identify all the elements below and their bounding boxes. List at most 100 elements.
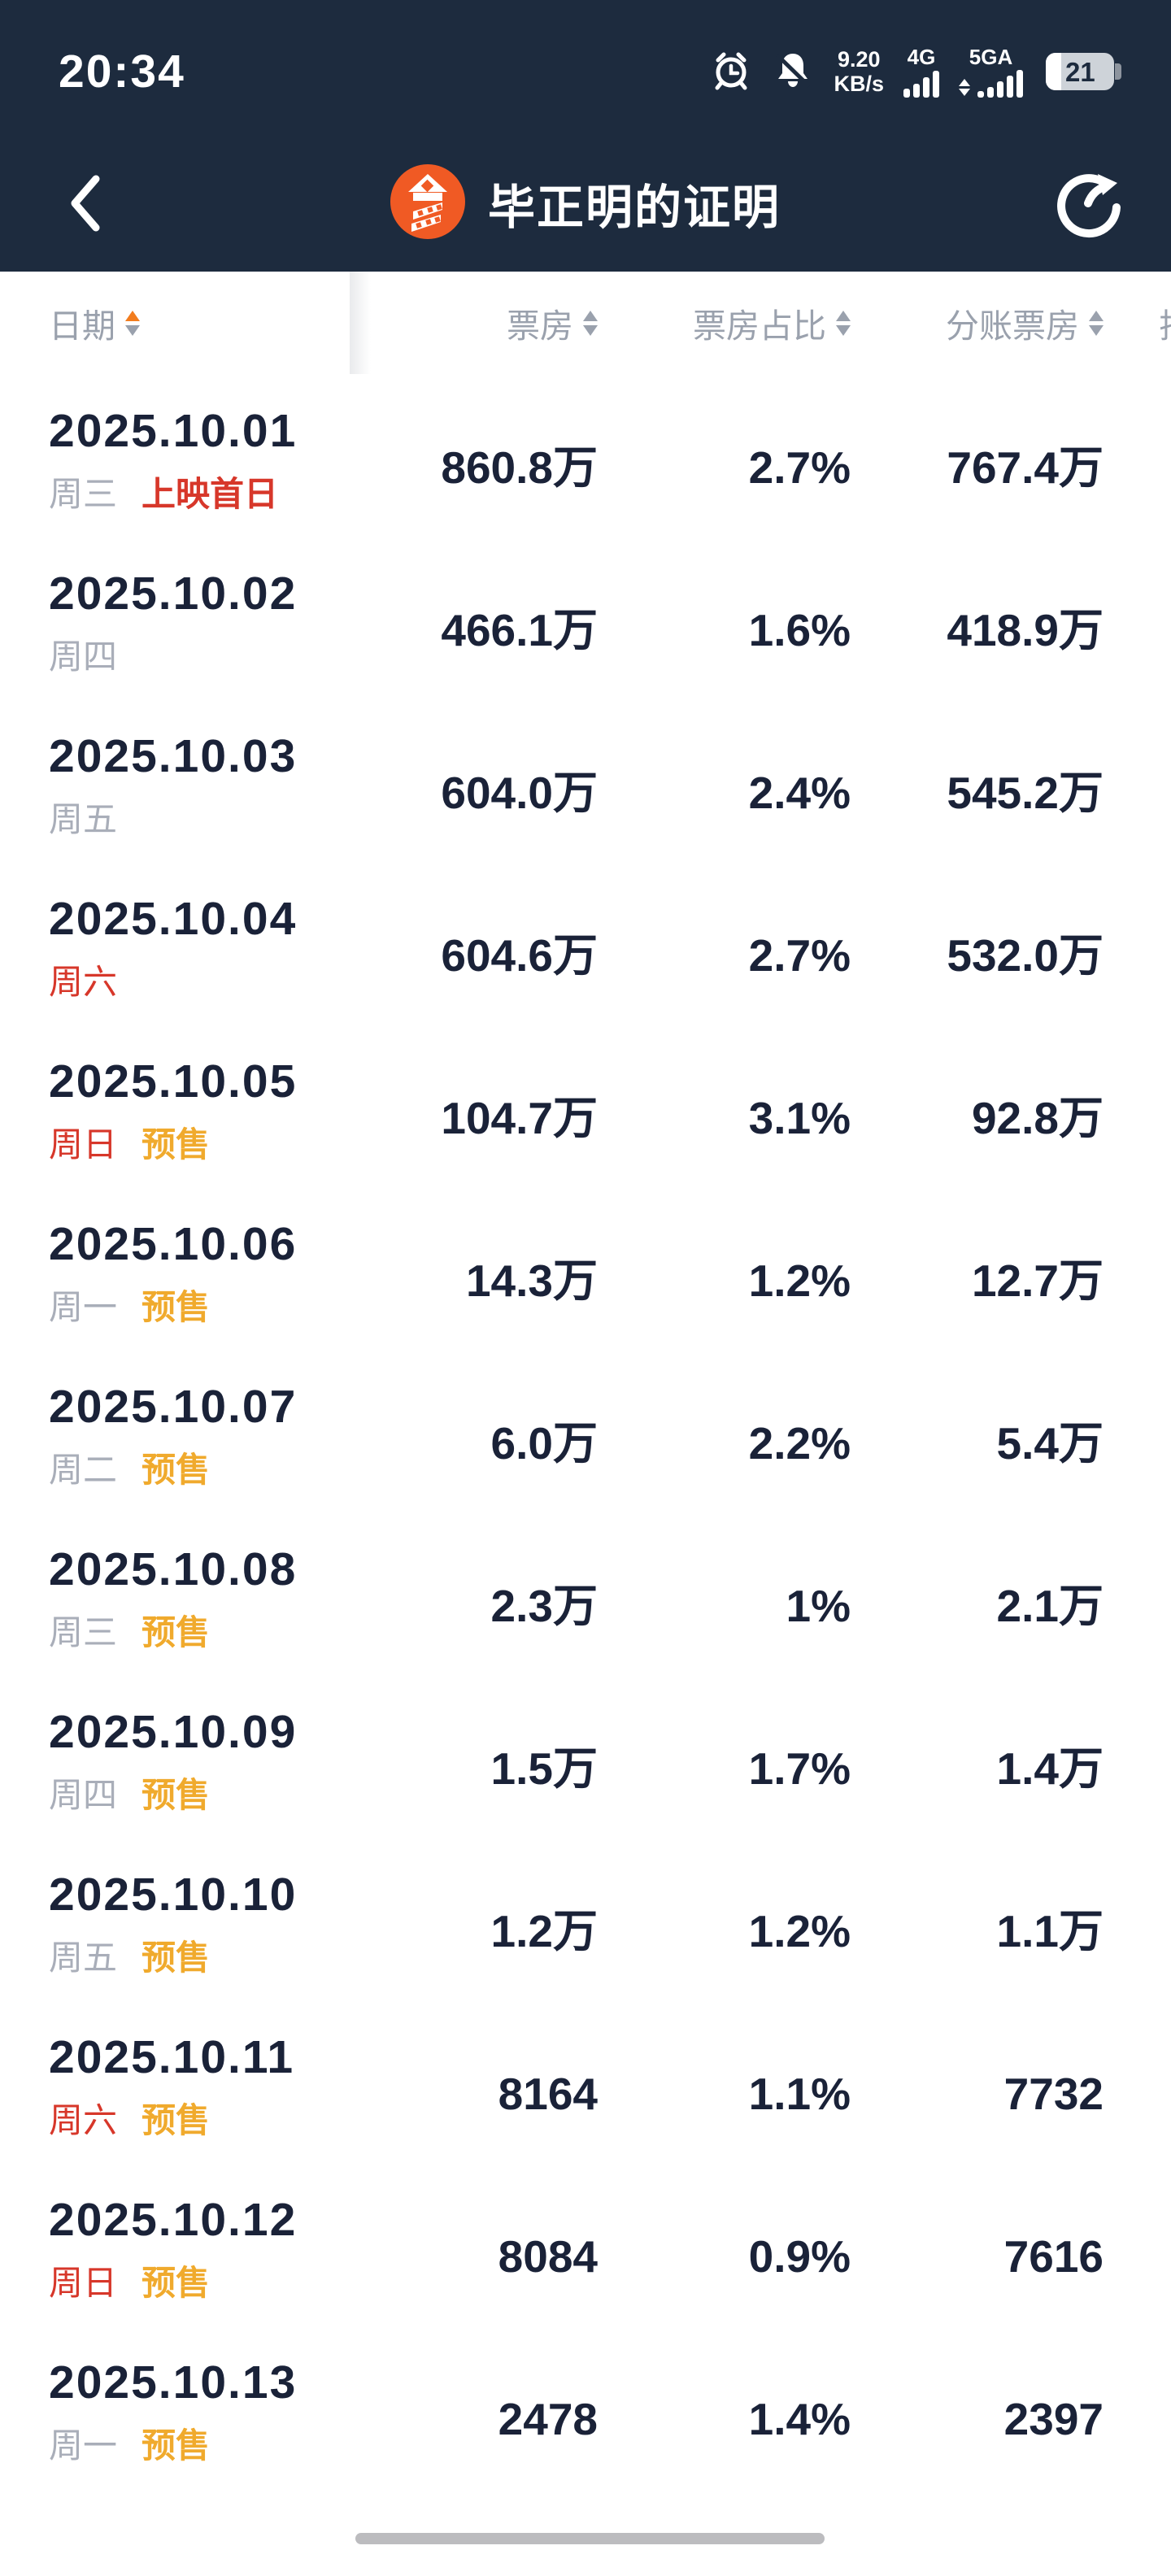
- date-label: 2025.10.03: [49, 730, 298, 782]
- presale-tag: 预售: [141, 2101, 211, 2139]
- boxoffice-value: 466.1万: [441, 605, 598, 655]
- date-subline: 周四: [49, 636, 117, 678]
- signal-5g: 5GA: [959, 46, 1023, 98]
- date-label: 2025.10.06: [49, 1218, 298, 1270]
- battery-icon: 21: [1046, 53, 1121, 90]
- share-value: 0.9%: [748, 2231, 851, 2282]
- weekday-label: 周五: [49, 1939, 118, 1977]
- clock-time: 20:34: [59, 46, 185, 98]
- horizontal-scrollbar[interactable]: [355, 2533, 825, 2544]
- boxoffice-value: 604.0万: [441, 768, 598, 818]
- table-row: 2025.10.08 周三 预售 2.3万 1% 2.1万: [0, 1512, 1171, 1675]
- presale-tag: 上映首日: [141, 475, 279, 513]
- column-label: 票房占比: [693, 307, 826, 345]
- date-subline: 周日 预售: [49, 1124, 210, 1166]
- date-cell: 2025.10.08 周三 预售: [49, 1512, 350, 1675]
- network-speed-value: 9.20: [837, 47, 881, 72]
- table-row: 2025.10.09 周四 预售 1.5万 1.7% 1.4万: [0, 1675, 1171, 1838]
- date-cell: 2025.10.03 周五: [49, 699, 350, 862]
- sort-arrows-icon: [583, 310, 598, 336]
- presale-tag: 预售: [141, 2264, 211, 2302]
- weekday-label: 周一: [49, 1288, 118, 1326]
- weekday-label: 周三: [49, 475, 118, 513]
- split-value: 545.2万: [947, 768, 1104, 818]
- share-value: 1.1%: [748, 2069, 851, 2119]
- boxoffice-value: 860.8万: [441, 442, 598, 493]
- date-cell: 2025.10.11 周六 预售: [49, 2000, 350, 2163]
- signal-4g: 4G: [903, 46, 939, 98]
- table-row: 2025.10.11 周六 预售 8164 1.1% 7732: [0, 2000, 1171, 2163]
- boxoffice-value: 1.2万: [490, 1906, 598, 1956]
- split-value: 1.4万: [996, 1743, 1104, 1794]
- split-value: 767.4万: [947, 442, 1104, 493]
- weekday-label: 周六: [49, 963, 118, 1001]
- share-value: 1.7%: [748, 1743, 851, 1794]
- weekday-label: 周四: [49, 637, 118, 676]
- presale-tag: 预售: [141, 1125, 211, 1164]
- weekday-label: 周三: [49, 1613, 118, 1651]
- data-updown-icon: [959, 78, 970, 98]
- weekday-label: 周一: [49, 2426, 118, 2465]
- column-header-share[interactable]: 票房占比: [693, 272, 851, 374]
- date-cell: 2025.10.07 周二 预售: [49, 1350, 350, 1512]
- boxoffice-value: 2478: [498, 2394, 598, 2444]
- boxoffice-value: 8084: [498, 2231, 598, 2282]
- share-value: 1%: [786, 1581, 851, 1631]
- date-subline: 周五 预售: [49, 1937, 210, 1979]
- network-speed-unit: KB/s: [834, 72, 884, 96]
- share-value: 2.4%: [748, 768, 851, 818]
- status-icons: 9.20 KB/s 4G 5GA 21: [710, 46, 1121, 98]
- weekday-label: 周二: [49, 1451, 118, 1489]
- date-subline: 周日 预售: [49, 2262, 210, 2304]
- split-value: 12.7万: [971, 1255, 1104, 1306]
- date-cell: 2025.10.01 周三 上映首日: [49, 374, 350, 537]
- page-title: 毕正明的证明: [487, 181, 781, 234]
- column-header-date[interactable]: 日期: [49, 272, 140, 374]
- date-subline: 周五: [49, 798, 117, 841]
- signal-bars-icon: [959, 69, 1023, 98]
- share-value: 3.1%: [748, 1093, 851, 1143]
- column-header-boxoffice[interactable]: 票房: [507, 272, 598, 374]
- table-row: 2025.10.12 周日 预售 8084 0.9% 7616: [0, 2163, 1171, 2326]
- date-cell: 2025.10.12 周日 预售: [49, 2163, 350, 2326]
- table-row: 2025.10.02 周四 466.1万 1.6% 418.9万: [0, 537, 1171, 699]
- table-body[interactable]: 2025.10.01 周三 上映首日 860.8万 2.7% 767.4万 202…: [0, 374, 1171, 2488]
- date-subline: 周三 上映首日: [49, 473, 278, 516]
- split-value: 92.8万: [971, 1093, 1104, 1143]
- weekday-label: 周五: [49, 800, 118, 838]
- date-subline: 周一 预售: [49, 1286, 210, 1329]
- table-row: 2025.10.04 周六 604.6万 2.7% 532.0万: [0, 862, 1171, 1025]
- column-header-split[interactable]: 分账票房: [946, 272, 1104, 374]
- refresh-button[interactable]: [1051, 166, 1129, 244]
- date-subline: 周四 预售: [49, 1774, 210, 1817]
- date-subline: 周二 预售: [49, 1449, 210, 1491]
- chevron-left-icon: [71, 175, 100, 232]
- notifications-muted-icon: [772, 49, 814, 95]
- share-value: 2.7%: [748, 930, 851, 981]
- date-label: 2025.10.10: [49, 1869, 298, 1921]
- date-cell: 2025.10.09 周四 预售: [49, 1675, 350, 1838]
- signal-5g-label: 5GA: [969, 44, 1013, 69]
- split-value: 7732: [1003, 2069, 1104, 2119]
- date-label: 2025.10.04: [49, 893, 298, 945]
- date-label: 2025.10.13: [49, 2356, 298, 2408]
- split-value: 2397: [1003, 2394, 1104, 2444]
- weekday-label: 周日: [49, 2264, 118, 2302]
- column-header-partial[interactable]: 排: [1159, 272, 1171, 374]
- alarm-icon: [710, 49, 752, 95]
- date-cell: 2025.10.06 周一 预售: [49, 1187, 350, 1350]
- table-row: 2025.10.05 周日 预售 104.7万 3.1% 92.8万: [0, 1025, 1171, 1187]
- share-value: 1.2%: [748, 1255, 851, 1306]
- column-label: 日期: [49, 307, 115, 345]
- table-row: 2025.10.06 周一 预售 14.3万 1.2% 12.7万: [0, 1187, 1171, 1350]
- presale-tag: 预售: [141, 1288, 211, 1326]
- title-group: 毕正明的证明: [390, 135, 781, 272]
- back-button[interactable]: [67, 171, 112, 236]
- split-value: 1.1万: [996, 1906, 1104, 1956]
- presale-tag: 预售: [141, 2426, 211, 2465]
- split-value: 7616: [1003, 2231, 1104, 2282]
- column-label: 票房: [507, 307, 573, 345]
- sort-arrows-icon: [836, 310, 851, 336]
- column-label: 排: [1159, 298, 1171, 347]
- date-cell: 2025.10.10 周五 预售: [49, 1838, 350, 2000]
